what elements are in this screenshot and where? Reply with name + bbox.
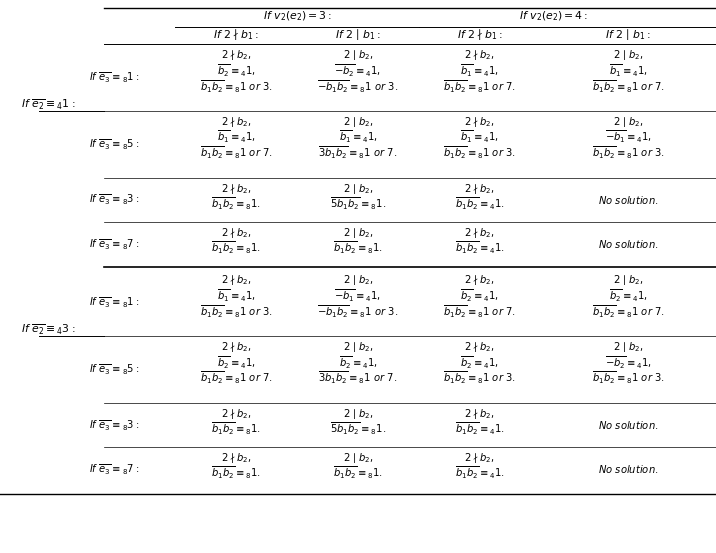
Text: $2\mid b_2,$: $2\mid b_2,$ bbox=[343, 451, 373, 466]
Text: $2\nmid b_2,$: $2\nmid b_2,$ bbox=[221, 340, 251, 354]
Text: $2\nmid b_2,$: $2\nmid b_2,$ bbox=[465, 273, 495, 288]
Text: $2\nmid b_2,$: $2\nmid b_2,$ bbox=[465, 226, 495, 241]
Text: $\overline{b_1}\equiv_4 1,$: $\overline{b_1}\equiv_4 1,$ bbox=[609, 62, 648, 79]
Text: $\overline{-b_1}\equiv_4 1,$: $\overline{-b_1}\equiv_4 1,$ bbox=[605, 129, 652, 145]
Text: $\mathit{If}\ 2\mid b_1\mathit{:}$: $\mathit{If}\ 2\mid b_1\mathit{:}$ bbox=[606, 27, 651, 43]
Text: $2\nmid b_2,$: $2\nmid b_2,$ bbox=[465, 182, 495, 196]
Text: $2\mid b_2,$: $2\mid b_2,$ bbox=[613, 273, 644, 288]
Text: $\overline{b_1 b_2}\equiv_8 1\ \mathit{or}\ 3.$: $\overline{b_1 b_2}\equiv_8 1\ \mathit{o… bbox=[443, 144, 516, 161]
Text: $\overline{b_1}\equiv_4 1,$: $\overline{b_1}\equiv_4 1,$ bbox=[339, 129, 377, 145]
Text: $\overline{b_1 b_2}\equiv_8 1\ \mathit{or}\ 7.$: $\overline{b_1 b_2}\equiv_8 1\ \mathit{o… bbox=[200, 144, 273, 161]
Text: $2\nmid b_2,$: $2\nmid b_2,$ bbox=[465, 407, 495, 421]
Text: $2\nmid b_2,$: $2\nmid b_2,$ bbox=[221, 407, 251, 421]
Text: $2\nmid b_2,$: $2\nmid b_2,$ bbox=[221, 182, 251, 196]
Text: $2\nmid b_2,$: $2\nmid b_2,$ bbox=[221, 48, 251, 62]
Text: $\mathit{If}\ 2\nmid b_1\mathit{:}$: $\mathit{If}\ 2\nmid b_1\mathit{:}$ bbox=[457, 27, 503, 43]
Text: $\overline{b_1 b_2}\equiv_8 1.$: $\overline{b_1 b_2}\equiv_8 1.$ bbox=[211, 239, 261, 256]
Text: $2\nmid b_2,$: $2\nmid b_2,$ bbox=[465, 340, 495, 354]
Text: $\overline{-b_1}\equiv_4 1,$: $\overline{-b_1}\equiv_4 1,$ bbox=[334, 288, 382, 304]
Text: $2\mid b_2,$: $2\mid b_2,$ bbox=[343, 407, 373, 421]
Text: $\overline{b_1 b_2}\equiv_8 1.$: $\overline{b_1 b_2}\equiv_8 1.$ bbox=[211, 465, 261, 481]
Text: $\overline{-b_2}\equiv_4 1,$: $\overline{-b_2}\equiv_4 1,$ bbox=[334, 62, 382, 79]
Text: $\overline{5b_1 b_2}\equiv_8 1.$: $\overline{5b_1 b_2}\equiv_8 1.$ bbox=[330, 420, 386, 437]
Text: $\mathit{If}\ 2\nmid b_1\mathit{:}$: $\mathit{If}\ 2\nmid b_1\mathit{:}$ bbox=[213, 27, 259, 43]
Text: $\overline{-b_1 b_2}\equiv_8 1\ \mathit{or}\ 3.$: $\overline{-b_1 b_2}\equiv_8 1\ \mathit{… bbox=[317, 78, 399, 95]
Text: $\overline{b_1 b_2}\equiv_8 1\ \mathit{or}\ 7.$: $\overline{b_1 b_2}\equiv_8 1\ \mathit{o… bbox=[443, 303, 516, 320]
Text: $\overline{b_1 b_2}\equiv_4 1.$: $\overline{b_1 b_2}\equiv_4 1.$ bbox=[455, 239, 505, 256]
Text: $\mathit{If}\ \overline{e_3}\equiv_8 1\mathit{:}$: $\mathit{If}\ \overline{e_3}\equiv_8 1\m… bbox=[90, 295, 140, 310]
Text: $2\mid b_2,$: $2\mid b_2,$ bbox=[343, 273, 373, 288]
Text: $2\nmid b_2,$: $2\nmid b_2,$ bbox=[221, 273, 251, 288]
Text: $\overline{b_1 b_2}\equiv_4 1.$: $\overline{b_1 b_2}\equiv_4 1.$ bbox=[455, 465, 505, 481]
Text: $\overline{b_2}\equiv_4 1,$: $\overline{b_2}\equiv_4 1,$ bbox=[217, 354, 256, 371]
Text: $2\nmid b_2,$: $2\nmid b_2,$ bbox=[221, 226, 251, 241]
Text: $2\mid b_2,$: $2\mid b_2,$ bbox=[343, 226, 373, 241]
Text: $\mathit{No\ solution.}$: $\mathit{No\ solution.}$ bbox=[598, 463, 659, 476]
Text: $\mathit{If}\ \overline{e_2}\equiv_4 3\mathit{:}$: $\mathit{If}\ \overline{e_2}\equiv_4 3\m… bbox=[21, 323, 76, 337]
Text: $\overline{b_1 b_2}\equiv_8 1.$: $\overline{b_1 b_2}\equiv_8 1.$ bbox=[211, 420, 261, 437]
Text: $2\mid b_2,$: $2\mid b_2,$ bbox=[613, 340, 644, 354]
Text: $\mathit{If}\ \overline{e_3}\equiv_8 3\mathit{:}$: $\mathit{If}\ \overline{e_3}\equiv_8 3\m… bbox=[90, 193, 140, 207]
Text: $\mathit{If}\ \overline{e_3}\equiv_8 1\mathit{:}$: $\mathit{If}\ \overline{e_3}\equiv_8 1\m… bbox=[90, 70, 140, 85]
Text: $2\nmid b_2,$: $2\nmid b_2,$ bbox=[465, 48, 495, 62]
Text: $\overline{b_1 b_2}\equiv_8 1\ \mathit{or}\ 7.$: $\overline{b_1 b_2}\equiv_8 1\ \mathit{o… bbox=[592, 78, 664, 95]
Text: $\overline{b_1 b_2}\equiv_8 1\ \mathit{or}\ 7.$: $\overline{b_1 b_2}\equiv_8 1\ \mathit{o… bbox=[592, 303, 664, 320]
Text: $\overline{3b_1 b_2}\equiv_8 1\ \mathit{or}\ 7.$: $\overline{3b_1 b_2}\equiv_8 1\ \mathit{… bbox=[319, 369, 397, 386]
Text: $\overline{b_1 b_2}\equiv_4 1.$: $\overline{b_1 b_2}\equiv_4 1.$ bbox=[455, 195, 505, 212]
Text: $\overline{b_2}\equiv_4 1,$: $\overline{b_2}\equiv_4 1,$ bbox=[460, 288, 499, 304]
Text: $2\nmid b_2,$: $2\nmid b_2,$ bbox=[221, 114, 251, 129]
Text: $2\nmid b_2,$: $2\nmid b_2,$ bbox=[465, 451, 495, 466]
Text: $\mathit{If}\ \overline{e_2}\equiv_4 1\mathit{:}$: $\mathit{If}\ \overline{e_2}\equiv_4 1\m… bbox=[21, 98, 76, 112]
Text: $2\mid b_2,$: $2\mid b_2,$ bbox=[613, 114, 644, 129]
Text: $2\mid b_2,$: $2\mid b_2,$ bbox=[343, 48, 373, 62]
Text: $\mathit{If}\ \overline{e_3}\equiv_8 7\mathit{:}$: $\mathit{If}\ \overline{e_3}\equiv_8 7\m… bbox=[90, 462, 140, 477]
Text: $\overline{5b_1 b_2}\equiv_8 1.$: $\overline{5b_1 b_2}\equiv_8 1.$ bbox=[330, 195, 386, 212]
Text: $\overline{b_1 b_2}\equiv_8 1\ \mathit{or}\ 3.$: $\overline{b_1 b_2}\equiv_8 1\ \mathit{o… bbox=[200, 303, 273, 320]
Text: $\overline{b_1 b_2}\equiv_8 1.$: $\overline{b_1 b_2}\equiv_8 1.$ bbox=[333, 465, 383, 481]
Text: $\overline{b_2}\equiv_4 1,$: $\overline{b_2}\equiv_4 1,$ bbox=[339, 354, 377, 371]
Text: $\overline{b_1 b_2}\equiv_8 1\ \mathit{or}\ 3.$: $\overline{b_1 b_2}\equiv_8 1\ \mathit{o… bbox=[200, 78, 273, 95]
Text: $\overline{b_1 b_2}\equiv_8 1\ \mathit{or}\ 7.$: $\overline{b_1 b_2}\equiv_8 1\ \mathit{o… bbox=[200, 369, 273, 386]
Text: $2\mid b_2,$: $2\mid b_2,$ bbox=[613, 48, 644, 62]
Text: $\mathit{No\ solution.}$: $\mathit{No\ solution.}$ bbox=[598, 238, 659, 251]
Text: $\mathit{No\ solution.}$: $\mathit{No\ solution.}$ bbox=[598, 194, 659, 206]
Text: $2\nmid b_2,$: $2\nmid b_2,$ bbox=[221, 451, 251, 466]
Text: $\overline{-b_2}\equiv_4 1,$: $\overline{-b_2}\equiv_4 1,$ bbox=[605, 354, 652, 371]
Text: $\overline{3b_1 b_2}\equiv_8 1\ \mathit{or}\ 7.$: $\overline{3b_1 b_2}\equiv_8 1\ \mathit{… bbox=[319, 144, 397, 161]
Text: $2\nmid b_2,$: $2\nmid b_2,$ bbox=[465, 114, 495, 129]
Text: $\overline{b_1 b_2}\equiv_8 1\ \mathit{or}\ 3.$: $\overline{b_1 b_2}\equiv_8 1\ \mathit{o… bbox=[443, 369, 516, 386]
Text: $2\mid b_2,$: $2\mid b_2,$ bbox=[343, 340, 373, 354]
Text: $\overline{b_1}\equiv_4 1,$: $\overline{b_1}\equiv_4 1,$ bbox=[460, 129, 499, 145]
Text: $\overline{b_1}\equiv_4 1,$: $\overline{b_1}\equiv_4 1,$ bbox=[217, 288, 256, 304]
Text: $\overline{b_1 b_2}\equiv_8 1.$: $\overline{b_1 b_2}\equiv_8 1.$ bbox=[211, 195, 261, 212]
Text: $\mathit{If}\ v_2(e_2) = 4\mathit{:}$: $\mathit{If}\ v_2(e_2) = 4\mathit{:}$ bbox=[519, 10, 589, 23]
Text: $\overline{b_1 b_2}\equiv_8 1\ \mathit{or}\ 7.$: $\overline{b_1 b_2}\equiv_8 1\ \mathit{o… bbox=[443, 78, 516, 95]
Text: $\overline{-b_1 b_2}\equiv_8 1\ \mathit{or}\ 3.$: $\overline{-b_1 b_2}\equiv_8 1\ \mathit{… bbox=[317, 303, 399, 320]
Text: $\overline{b_1}\equiv_4 1,$: $\overline{b_1}\equiv_4 1,$ bbox=[460, 62, 499, 79]
Text: $\mathit{If}\ v_2(e_2) = 3\mathit{:}$: $\mathit{If}\ v_2(e_2) = 3\mathit{:}$ bbox=[263, 10, 332, 23]
Text: $\overline{b_1 b_2}\equiv_8 1.$: $\overline{b_1 b_2}\equiv_8 1.$ bbox=[333, 239, 383, 256]
Text: $\mathit{If}\ \overline{e_3}\equiv_8 3\mathit{:}$: $\mathit{If}\ \overline{e_3}\equiv_8 3\m… bbox=[90, 418, 140, 432]
Text: $\mathit{If}\ 2\mid b_1\mathit{:}$: $\mathit{If}\ 2\mid b_1\mathit{:}$ bbox=[335, 27, 381, 43]
Text: $\overline{b_2}\equiv_4 1,$: $\overline{b_2}\equiv_4 1,$ bbox=[217, 62, 256, 79]
Text: $\overline{b_1 b_2}\equiv_8 1\ \mathit{or}\ 3.$: $\overline{b_1 b_2}\equiv_8 1\ \mathit{o… bbox=[592, 369, 664, 386]
Text: $\overline{b_2}\equiv_4 1,$: $\overline{b_2}\equiv_4 1,$ bbox=[460, 354, 499, 371]
Text: $2\mid b_2,$: $2\mid b_2,$ bbox=[343, 182, 373, 196]
Text: $\overline{b_2}\equiv_4 1,$: $\overline{b_2}\equiv_4 1,$ bbox=[609, 288, 648, 304]
Text: $\mathit{No\ solution.}$: $\mathit{No\ solution.}$ bbox=[598, 419, 659, 431]
Text: $\mathit{If}\ \overline{e_3}\equiv_8 7\mathit{:}$: $\mathit{If}\ \overline{e_3}\equiv_8 7\m… bbox=[90, 237, 140, 252]
Text: $2\mid b_2,$: $2\mid b_2,$ bbox=[343, 114, 373, 129]
Text: $\overline{b_1 b_2}\equiv_4 1.$: $\overline{b_1 b_2}\equiv_4 1.$ bbox=[455, 420, 505, 437]
Text: $\overline{b_1 b_2}\equiv_8 1\ \mathit{or}\ 3.$: $\overline{b_1 b_2}\equiv_8 1\ \mathit{o… bbox=[592, 144, 664, 161]
Text: $\mathit{If}\ \overline{e_3}\equiv_8 5\mathit{:}$: $\mathit{If}\ \overline{e_3}\equiv_8 5\m… bbox=[90, 137, 140, 152]
Text: $\overline{b_1}\equiv_4 1,$: $\overline{b_1}\equiv_4 1,$ bbox=[217, 129, 256, 145]
Text: $\mathit{If}\ \overline{e_3}\equiv_8 5\mathit{:}$: $\mathit{If}\ \overline{e_3}\equiv_8 5\m… bbox=[90, 362, 140, 377]
